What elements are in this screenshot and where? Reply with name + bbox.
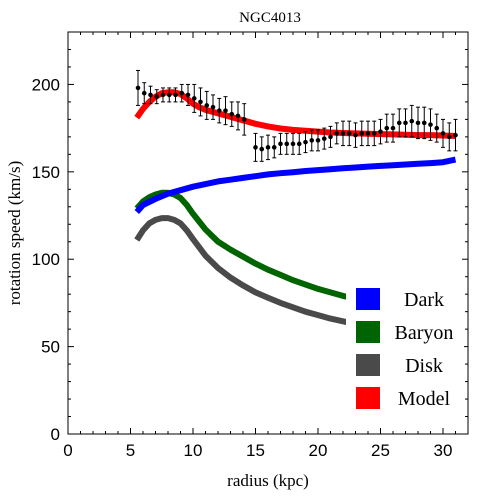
legend-label-disk: Disk: [405, 355, 443, 377]
data-point: [340, 131, 346, 136]
legend-label-baryon: Baryon: [395, 322, 454, 344]
data-point: [384, 125, 390, 131]
data-point: [198, 99, 203, 105]
data-point: [191, 96, 197, 101]
y-axis-title: rotation speed (km/s): [5, 161, 24, 305]
data-point: [135, 85, 141, 91]
x-tick-label: 15: [246, 441, 265, 460]
data-point: [334, 131, 340, 136]
data-point: [359, 131, 365, 136]
x-axis-title: radius (kpc): [227, 471, 309, 490]
data-point: [396, 120, 402, 126]
observed-data-points: [135, 69, 458, 162]
x-tick-label: 10: [184, 441, 203, 460]
data-point: [309, 138, 315, 143]
data-point: [271, 145, 277, 150]
x-tick-label: 30: [434, 441, 453, 460]
data-point: [421, 120, 427, 126]
data-point: [204, 103, 210, 108]
data-point: [185, 92, 191, 98]
x-tick-label: 20: [309, 441, 328, 460]
data-point: [390, 125, 396, 131]
y-tick-label: 150: [32, 163, 60, 182]
data-point: [229, 111, 235, 117]
data-point: [173, 92, 178, 98]
data-point: [284, 141, 290, 147]
data-point: [371, 131, 377, 136]
data-point: [328, 134, 333, 140]
y-tick-label: 0: [51, 425, 60, 444]
plot-frame: [67, 31, 469, 435]
data-point: [434, 125, 440, 131]
chart-title: NGC4013: [239, 10, 301, 26]
data-point: [346, 131, 352, 136]
data-point: [154, 94, 160, 99]
y-tick-label: 50: [41, 338, 60, 357]
data-point: [148, 92, 153, 98]
legend-swatch-dark: [356, 288, 380, 310]
data-point: [223, 108, 228, 113]
data-point: [428, 122, 433, 127]
data-point: [141, 90, 147, 96]
data-point: [315, 138, 321, 143]
data-point: [179, 90, 185, 96]
series-line-dark: [134, 156, 457, 214]
data-point: [241, 117, 247, 122]
x-tick-label: 0: [63, 441, 72, 460]
data-point: [253, 145, 258, 150]
data-point: [353, 132, 358, 138]
axis-tick-labels: 0 5 10 15 20 25 30 0 50 100 150 200: [32, 75, 453, 460]
data-point: [166, 92, 172, 98]
legend: Dark Baryon Disk Model: [346, 275, 464, 415]
data-point: [265, 145, 271, 150]
data-point: [303, 139, 308, 145]
data-point: [440, 131, 446, 136]
data-point: [259, 146, 265, 152]
data-point: [453, 132, 458, 138]
legend-label-dark: Dark: [404, 289, 444, 311]
legend-swatch-disk: [356, 354, 380, 376]
data-point: [446, 134, 452, 140]
data-point: [216, 108, 222, 113]
y-tick-label: 100: [32, 250, 60, 269]
data-point: [321, 136, 327, 141]
data-point: [365, 131, 371, 136]
data-point: [160, 92, 166, 98]
data-point: [278, 141, 283, 147]
data-point: [235, 113, 241, 119]
y-tick-label: 200: [32, 75, 60, 94]
x-tick-label: 5: [126, 441, 135, 460]
data-point: [296, 141, 302, 147]
legend-swatch-baryon: [356, 321, 380, 343]
data-point: [415, 120, 421, 126]
data-point: [409, 118, 415, 124]
x-tick-label: 25: [371, 441, 390, 460]
data-point: [210, 104, 216, 110]
data-point: [403, 120, 408, 126]
data-point: [378, 129, 383, 134]
data-point: [290, 141, 296, 147]
legend-swatch-model: [356, 387, 380, 409]
legend-label-model: Model: [398, 388, 451, 410]
